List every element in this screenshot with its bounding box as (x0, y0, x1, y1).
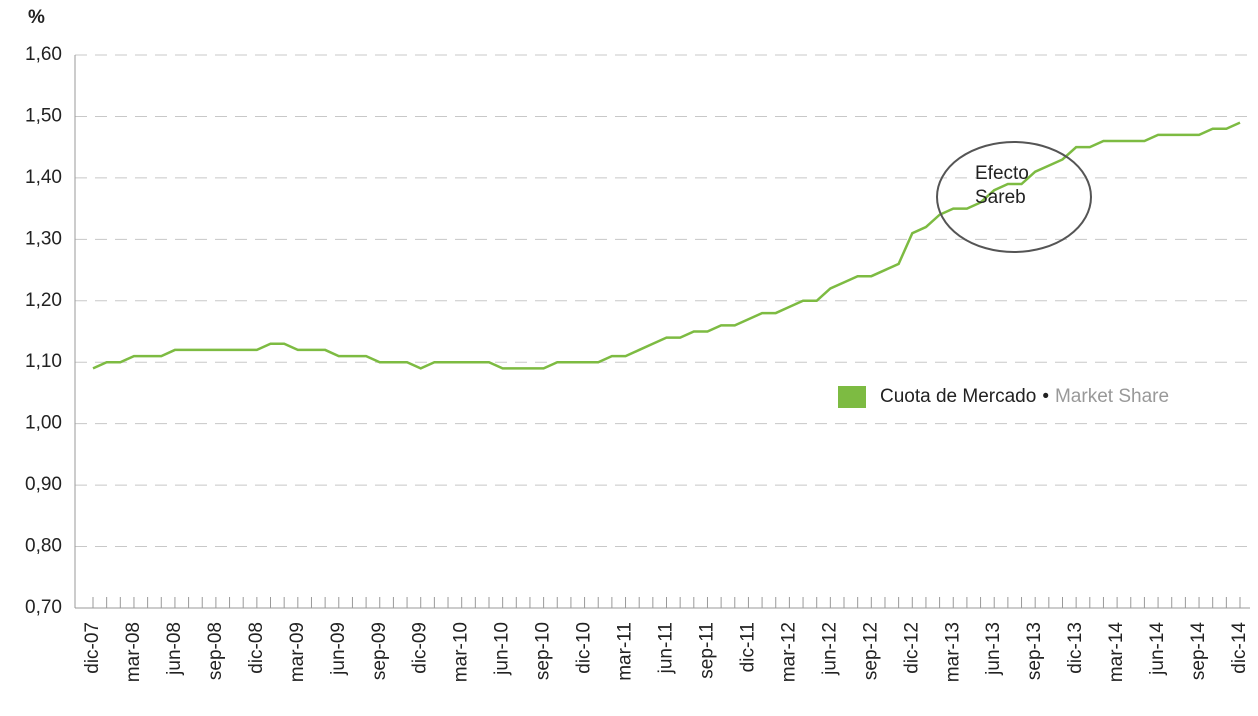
legend-name-suffix: Market Share (1055, 386, 1169, 407)
annotation-text: Sareb (975, 187, 1026, 208)
x-tick-label: jun-13 (983, 622, 1004, 676)
legend-label: Cuota de Mercado • Market Share (880, 386, 1169, 407)
x-tick-label: jun-14 (1147, 622, 1168, 676)
y-axis-label: % (28, 7, 45, 28)
y-tick-label: 1,20 (25, 290, 62, 311)
x-tick-label: jun-11 (656, 622, 677, 674)
annotation-text: Efecto (975, 163, 1029, 184)
x-tick-label: sep-11 (696, 622, 717, 679)
y-tick-label: 0,70 (25, 597, 62, 618)
x-tick-label: mar-12 (778, 622, 799, 682)
y-tick-label: 0,80 (25, 536, 62, 557)
x-tick-label: jun-08 (164, 622, 185, 676)
x-tick-label: jun-09 (328, 622, 349, 676)
x-tick-label: mar-13 (942, 622, 963, 682)
x-tick-label: mar-14 (1106, 622, 1127, 683)
y-tick-label: 1,60 (25, 44, 62, 65)
x-tick-label: dic-10 (574, 622, 595, 674)
legend-name: Cuota de Mercado (880, 386, 1036, 407)
x-tick-label: sep-09 (369, 622, 390, 680)
legend-swatch (838, 386, 866, 408)
y-tick-label: 1,40 (25, 167, 62, 188)
x-tick-label: dic-11 (737, 622, 758, 672)
x-tick-label: jun-12 (819, 622, 840, 676)
x-tick-label: jun-10 (492, 622, 513, 676)
y-tick-label: 1,50 (25, 105, 62, 126)
y-tick-label: 1,00 (25, 413, 62, 434)
x-tick-label: mar-09 (287, 622, 308, 682)
y-tick-label: 0,90 (25, 474, 62, 495)
x-tick-label: sep-10 (533, 622, 554, 680)
x-tick-label: dic-14 (1229, 622, 1250, 674)
y-tick-label: 1,10 (25, 351, 62, 372)
legend-separator: • (1042, 386, 1049, 407)
x-tick-label: dic-08 (246, 622, 267, 674)
x-tick-label: mar-08 (123, 622, 144, 682)
x-tick-label: mar-11 (615, 622, 636, 681)
x-tick-label: sep-12 (860, 622, 881, 680)
x-tick-label: dic-12 (901, 622, 922, 674)
y-tick-label: 1,30 (25, 228, 62, 249)
line-series (92, 121, 1241, 370)
x-tick-label: sep-13 (1024, 622, 1045, 680)
x-tick-label: dic-13 (1065, 622, 1086, 674)
x-tick-label: dic-09 (410, 622, 431, 674)
x-tick-label: sep-08 (205, 622, 226, 680)
x-tick-label: sep-14 (1188, 622, 1209, 681)
x-tick-label: mar-10 (451, 622, 472, 682)
annotation-ellipse (936, 141, 1092, 253)
x-tick-label: dic-07 (82, 622, 103, 674)
